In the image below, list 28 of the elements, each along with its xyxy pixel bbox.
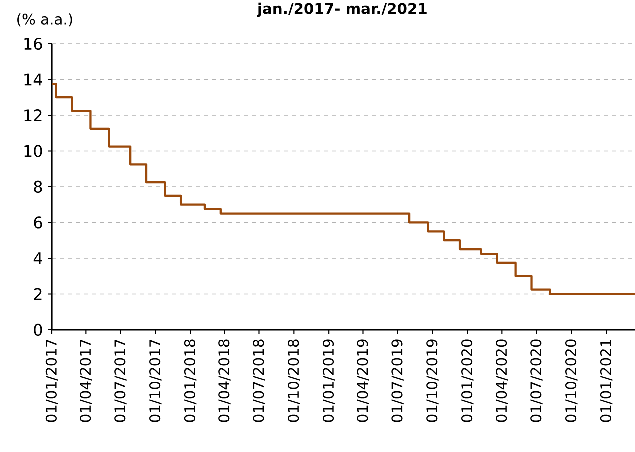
y-tick-label: 0 <box>34 324 42 336</box>
x-tick-label: 01/01/2018 <box>184 340 197 422</box>
x-tick-label: 01/07/2017 <box>114 340 127 422</box>
x-tick-label: 01/07/2019 <box>392 340 404 422</box>
x-tick-label: 01/01/2020 <box>462 340 474 422</box>
x-tick-label: 01/10/2020 <box>566 340 578 422</box>
x-tick-label: 01/01/2019 <box>322 340 336 422</box>
x-tick-label: 01/04/2017 <box>80 340 92 422</box>
x-tick-label: 01/07/2018 <box>253 340 266 422</box>
y-tick-label: 8 <box>34 180 42 194</box>
chart-title: jan./2017- mar./2021 <box>257 2 427 18</box>
x-tick-label: 01/01/2017 <box>46 340 58 422</box>
y-axis-title: (% a.a.) <box>18 14 72 27</box>
x-tick-label: 01/10/2017 <box>150 340 162 422</box>
y-tick-label: 2 <box>34 288 42 300</box>
x-tick-label: 01/04/2020 <box>496 340 508 422</box>
x-tick-label: 01/04/2019 <box>357 340 370 422</box>
x-tick-label: 01/01/2021 <box>600 340 613 422</box>
y-tick-label: 14 <box>24 74 42 86</box>
y-tick-label: 12 <box>24 110 42 122</box>
x-tick-label: 01/07/2020 <box>530 340 543 422</box>
x-tick-label: 01/04/2018 <box>218 340 231 422</box>
y-tick-label: 16 <box>24 38 42 50</box>
x-tick-label: 01/10/2018 <box>288 340 300 422</box>
x-tick-label: 01/10/2019 <box>426 340 439 422</box>
y-tick-label: 6 <box>34 216 42 229</box>
y-tick-label: 10 <box>24 145 42 158</box>
y-tick-label: 4 <box>34 252 42 264</box>
